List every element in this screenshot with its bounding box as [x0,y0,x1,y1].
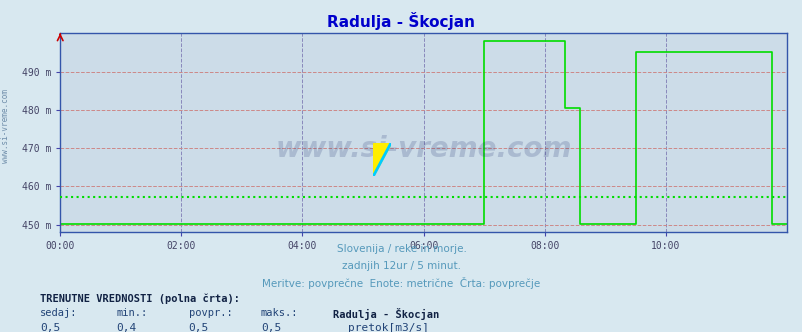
Text: 0,5: 0,5 [40,323,60,332]
Text: Radulja - Škocjan: Radulja - Škocjan [327,12,475,30]
Text: TRENUTNE VREDNOSTI (polna črta):: TRENUTNE VREDNOSTI (polna črta): [40,294,240,304]
Text: min.:: min.: [116,308,148,318]
Text: Slovenija / reke in morje.: Slovenija / reke in morje. [336,244,466,254]
Text: povpr.:: povpr.: [188,308,232,318]
Text: 0,5: 0,5 [188,323,209,332]
Text: Meritve: povprečne  Enote: metrične  Črta: povprečje: Meritve: povprečne Enote: metrične Črta:… [262,277,540,289]
Polygon shape [373,143,391,176]
Text: zadnjih 12ur / 5 minut.: zadnjih 12ur / 5 minut. [342,261,460,271]
Text: www.si-vreme.com: www.si-vreme.com [275,135,571,163]
Text: sedaj:: sedaj: [40,308,78,318]
Text: pretok[m3/s]: pretok[m3/s] [347,323,428,332]
Text: 0,4: 0,4 [116,323,136,332]
Text: www.si-vreme.com: www.si-vreme.com [1,89,10,163]
Text: maks.:: maks.: [261,308,298,318]
Text: 0,5: 0,5 [261,323,281,332]
Text: Radulja - Škocjan: Radulja - Škocjan [333,308,439,320]
